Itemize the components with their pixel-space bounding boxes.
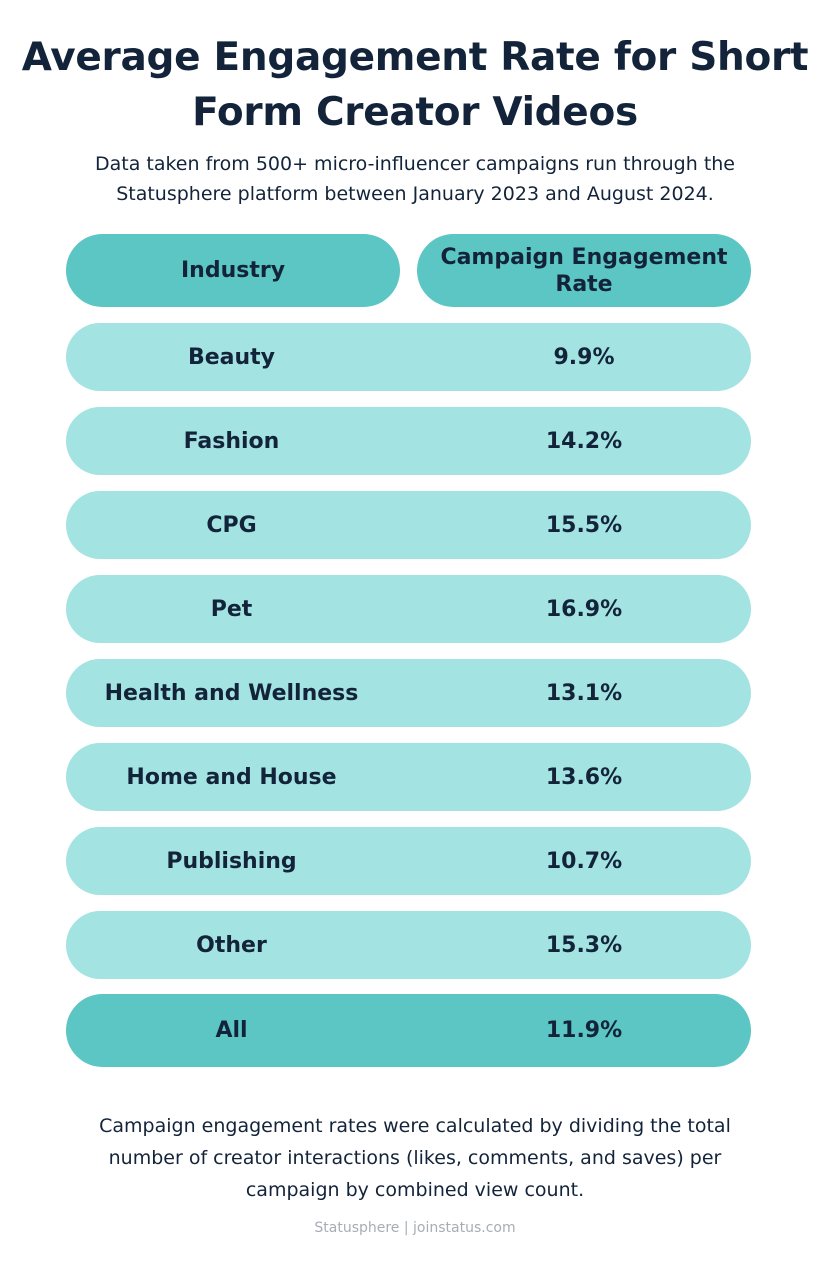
industry-cell: CPG <box>206 512 257 538</box>
column-header-engagement-rate: Campaign Engagement Rate <box>417 234 751 307</box>
industry-cell: Other <box>196 932 267 958</box>
rate-cell: 15.5% <box>545 512 623 538</box>
rate-cell: 13.6% <box>545 764 623 790</box>
methodology-footnote: Campaign engagement rates were calculate… <box>99 1115 731 1201</box>
chart-title: Average Engagement Rate for Short Form C… <box>21 35 809 135</box>
industry-cell: Publishing <box>166 848 297 874</box>
industry-cell: Home and House <box>126 764 337 790</box>
chart-subtitle: Data taken from 500+ micro-influencer ca… <box>94 153 736 205</box>
table-row: Beauty 9.9% <box>66 323 751 391</box>
table-row: Other 15.3% <box>66 911 751 979</box>
total-row: All 11.9% <box>66 994 751 1067</box>
table-row: Fashion 14.2% <box>66 407 751 475</box>
rate-cell: 9.9% <box>553 344 615 370</box>
table-row: Pet 16.9% <box>66 575 751 643</box>
total-label-cell: All <box>215 1018 248 1043</box>
rate-cell: 14.2% <box>545 428 623 454</box>
rate-cell: 13.1% <box>545 680 623 706</box>
table-row: Publishing 10.7% <box>66 827 751 895</box>
rate-cell: 10.7% <box>545 848 623 874</box>
total-rate-cell: 11.9% <box>545 1018 623 1043</box>
table-row: Health and Wellness 13.1% <box>66 659 751 727</box>
industry-cell: Health and Wellness <box>104 680 359 706</box>
industry-cell: Pet <box>210 596 253 622</box>
industry-cell: Fashion <box>183 428 280 454</box>
industry-cell: Beauty <box>187 344 276 370</box>
table-row: CPG 15.5% <box>66 491 751 559</box>
rate-cell: 16.9% <box>545 596 623 622</box>
source-credit: Statusphere | joinstatus.com <box>314 1220 516 1236</box>
rate-cell: 15.3% <box>545 932 623 958</box>
column-header-industry: Industry <box>66 234 400 307</box>
table-row: Home and House 13.6% <box>66 743 751 811</box>
